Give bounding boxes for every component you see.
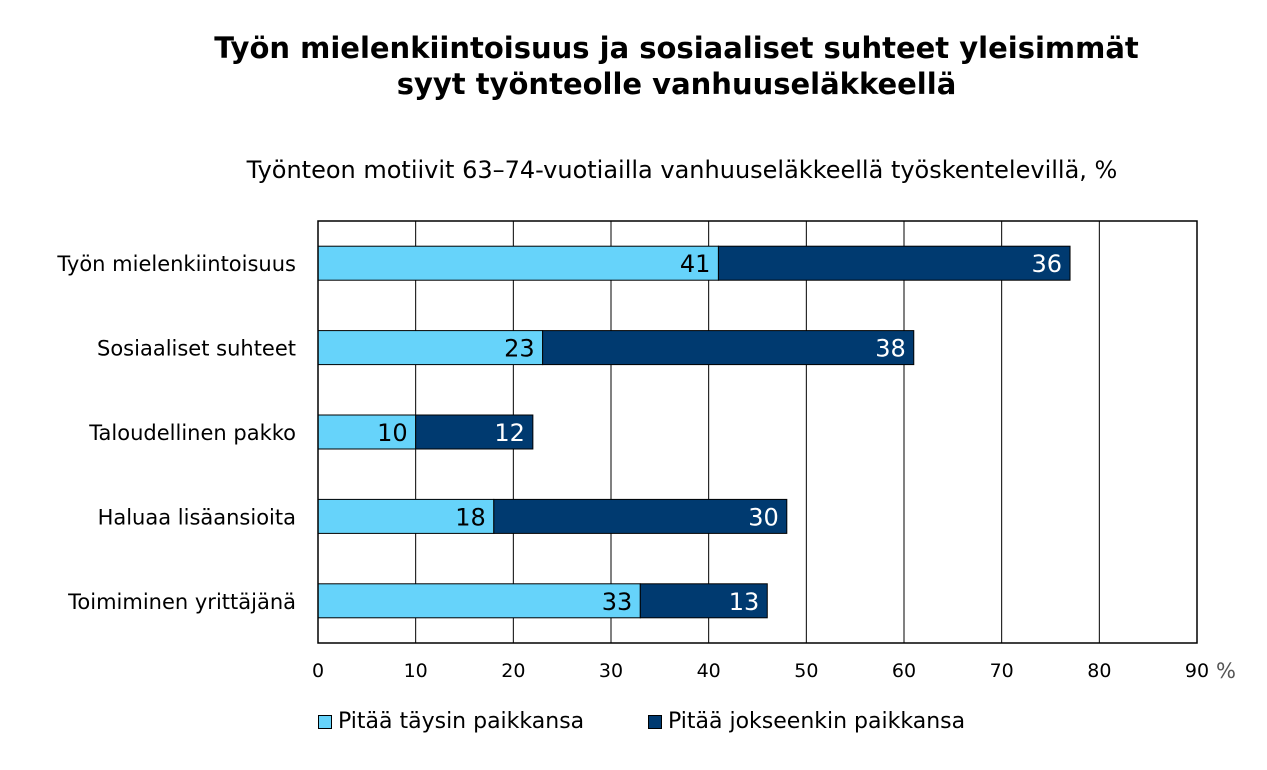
data-label-full-2: 10 xyxy=(377,419,408,447)
bar-partial-1 xyxy=(542,330,915,366)
data-label-partial-1: 38 xyxy=(875,335,906,363)
data-label-partial-3: 30 xyxy=(748,503,779,531)
x-tick-label-0: 0 xyxy=(312,660,324,682)
legend-item-full: Pitää täysin paikkansa xyxy=(318,708,584,736)
bar-full-0 xyxy=(317,245,719,281)
bar-partial-4 xyxy=(639,583,768,619)
bar-partial-3 xyxy=(493,498,788,534)
data-label-full-1: 23 xyxy=(504,335,535,363)
x-tick-label-50: 50 xyxy=(794,660,818,682)
data-label-partial-0: 36 xyxy=(1031,250,1062,278)
bar-partial-2 xyxy=(415,414,534,450)
category-label-4: Toimiminen yrittäjänä xyxy=(67,590,296,614)
legend-swatch-light xyxy=(318,715,332,729)
chart-subtitle: Työnteon motiivit 63–74-vuotiailla vanhu… xyxy=(246,156,1118,184)
legend-label-partial: Pitää jokseenkin paikkansa xyxy=(668,709,966,734)
chart-title: Työn mielenkiintoisuus ja sosiaaliset su… xyxy=(0,30,1267,102)
legend-item-partial: Pitää jokseenkin paikkansa xyxy=(648,708,965,736)
data-label-full-3: 18 xyxy=(455,503,486,531)
title-line-2: syyt työnteolle vanhuuseläkkeellä xyxy=(396,67,957,101)
x-tick-label-60: 60 xyxy=(892,660,916,682)
x-tick-label-70: 70 xyxy=(990,660,1014,682)
data-label-full-4: 33 xyxy=(602,588,633,616)
x-tick-label-10: 10 xyxy=(404,660,428,682)
legend-swatch-dark xyxy=(648,715,662,729)
data-label-full-0: 41 xyxy=(680,250,711,278)
data-label-partial-2: 12 xyxy=(494,419,525,447)
category-label-3: Haluaa lisäansioita xyxy=(98,505,296,529)
x-tick-label-40: 40 xyxy=(697,660,721,682)
plot-frame xyxy=(317,220,1198,644)
x-tick-label-30: 30 xyxy=(599,660,623,682)
category-label-2: Taloudellinen pakko xyxy=(88,421,296,445)
bar-partial-0 xyxy=(717,245,1071,281)
title-line-1: Työn mielenkiintoisuus ja sosiaaliset su… xyxy=(214,31,1139,65)
x-unit-label: % xyxy=(1216,659,1236,683)
category-label-1: Sosiaaliset suhteet xyxy=(97,337,296,361)
x-tick-label-20: 20 xyxy=(501,660,525,682)
category-label-0: Työn mielenkiintoisuus xyxy=(56,252,296,276)
x-tick-label-80: 80 xyxy=(1087,660,1111,682)
bar-full-4 xyxy=(317,583,641,619)
x-tick-label-90: 90 xyxy=(1185,660,1209,682)
legend-label-full: Pitää täysin paikkansa xyxy=(338,709,585,734)
data-label-partial-4: 13 xyxy=(729,588,760,616)
bar-full-3 xyxy=(317,498,495,534)
